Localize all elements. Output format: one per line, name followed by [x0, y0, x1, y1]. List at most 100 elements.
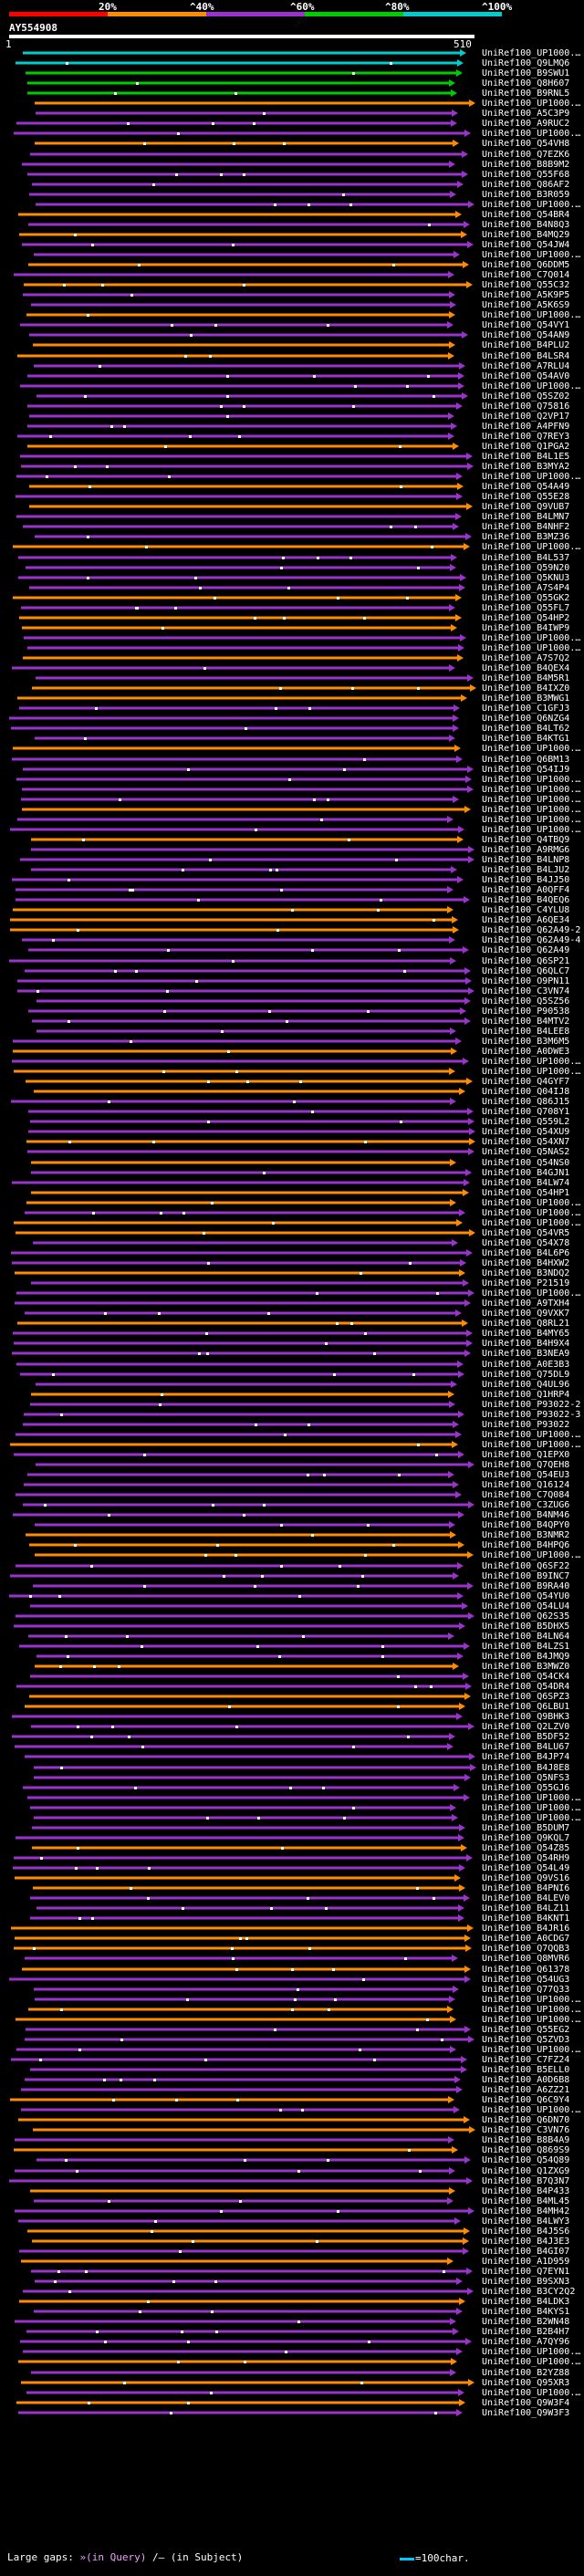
hit-label[interactable]: UniRef100_UP1000... — [482, 643, 584, 653]
hit-label[interactable]: UniRef100_UP1000... — [482, 200, 584, 210]
hit-label[interactable]: UniRef100_UP1000... — [482, 2045, 584, 2055]
hit-label[interactable]: UniRef100_B4N8Q3 — [482, 220, 570, 230]
hit-label[interactable]: UniRef100_Q62A49-4 — [482, 935, 581, 945]
hit-label[interactable]: UniRef100_B4QPY0 — [482, 1520, 570, 1530]
hit-label[interactable]: UniRef100_C7Q014 — [482, 270, 570, 280]
hit-label[interactable]: UniRef100_A7RLU4 — [482, 361, 570, 371]
hit-label[interactable]: UniRef100_B3M6M5 — [482, 1037, 570, 1047]
hit-label[interactable]: UniRef100_Q1PGA2 — [482, 442, 570, 452]
hit-label[interactable]: UniRef100_Q4TBQ9 — [482, 835, 570, 845]
hit-label[interactable]: UniRef100_UP1000... — [482, 1803, 584, 1813]
hit-label[interactable]: UniRef100_Q7QQB3 — [482, 1944, 570, 1954]
hit-label[interactable]: UniRef100_Q86AF2 — [482, 180, 570, 190]
hit-label[interactable]: UniRef100_A7S4P4 — [482, 583, 570, 593]
hit-label[interactable]: UniRef100_Q9W3F3 — [482, 2408, 570, 2418]
hit-label[interactable]: UniRef100_Q6C9Y4 — [482, 2095, 570, 2105]
hit-label[interactable]: UniRef100_UP1000... — [482, 381, 584, 391]
hit-label[interactable]: UniRef100_Q54YU0 — [482, 1591, 570, 1601]
hit-label[interactable]: UniRef100_B4MTV2 — [482, 1017, 570, 1027]
hit-label[interactable]: UniRef100_Q61378 — [482, 1965, 570, 1975]
hit-label[interactable]: UniRef100_UP1000... — [482, 775, 584, 785]
hit-label[interactable]: UniRef100_P93022-3 — [482, 1410, 581, 1420]
hit-label[interactable]: UniRef100_Q9VS16 — [482, 1873, 570, 1883]
hit-label[interactable]: UniRef100_UP1000... — [482, 2388, 584, 2398]
hit-label[interactable]: UniRef100_Q62A49 — [482, 945, 570, 955]
hit-label[interactable]: UniRef100_Q54XN7 — [482, 1137, 570, 1147]
hit-label[interactable]: UniRef100_UP1000... — [482, 310, 584, 320]
hit-label[interactable]: UniRef100_C3VN76 — [482, 2125, 570, 2135]
hit-label[interactable]: UniRef100_Q55F68 — [482, 170, 570, 180]
hit-label[interactable]: UniRef100_B4NHF2 — [482, 522, 570, 532]
hit-label[interactable]: UniRef100_UP1000... — [482, 795, 584, 805]
hit-label[interactable]: UniRef100_B4LWY3 — [482, 2216, 570, 2227]
hit-label[interactable]: UniRef100_Q6BM13 — [482, 755, 570, 765]
hit-label[interactable]: UniRef100_B4JMQ9 — [482, 1652, 570, 1662]
hit-label[interactable]: UniRef100_A9RMG6 — [482, 845, 570, 855]
hit-label[interactable]: UniRef100_UP1000... — [482, 1218, 584, 1228]
hit-label[interactable]: UniRef100_B4LMN7 — [482, 512, 570, 522]
hit-label[interactable]: UniRef100_B4P433 — [482, 2186, 570, 2196]
hit-label[interactable]: UniRef100_B4LU67 — [482, 1742, 570, 1752]
hit-label[interactable]: UniRef100_B4MQ29 — [482, 230, 570, 240]
hit-label[interactable]: UniRef100_B9SXN3 — [482, 2277, 570, 2287]
hit-label[interactable]: UniRef100_UP1000... — [482, 2105, 584, 2115]
hit-label[interactable]: UniRef100_B3MZ36 — [482, 532, 570, 542]
hit-label[interactable]: UniRef100_C3ZUG6 — [482, 1500, 570, 1510]
hit-label[interactable]: UniRef100_A6QE34 — [482, 915, 570, 925]
hit-label[interactable]: UniRef100_A5C3P9 — [482, 109, 570, 119]
hit-label[interactable]: UniRef100_B2WN48 — [482, 2317, 570, 2327]
hit-label[interactable]: UniRef100_B3CY2Q2 — [482, 2287, 576, 2297]
hit-label[interactable]: UniRef100_B7Q3N7 — [482, 2176, 570, 2186]
hit-label[interactable]: UniRef100_B4LDK3 — [482, 2297, 570, 2307]
hit-label[interactable]: UniRef100_UP1000... — [482, 825, 584, 835]
hit-label[interactable]: UniRef100_Q95XR3 — [482, 2378, 570, 2388]
hit-label[interactable]: UniRef100_B4JR16 — [482, 1924, 570, 1934]
hit-label[interactable]: UniRef100_B4H9X4 — [482, 1339, 570, 1349]
hit-label[interactable]: UniRef100_Q6SP21 — [482, 956, 570, 966]
hit-label[interactable]: UniRef100_B4NM46 — [482, 1510, 570, 1520]
hit-label[interactable]: UniRef100_P90538 — [482, 1006, 570, 1017]
hit-label[interactable]: UniRef100_Q9VXK7 — [482, 1309, 570, 1319]
hit-label[interactable]: UniRef100_UP1000... — [482, 1440, 584, 1450]
hit-label[interactable]: UniRef100_Q2VP17 — [482, 412, 570, 422]
hit-label[interactable]: UniRef100_Q9VUB7 — [482, 502, 570, 512]
hit-label[interactable]: UniRef100_A0QFF4 — [482, 885, 570, 895]
hit-label[interactable]: UniRef100_Q54JW4 — [482, 240, 570, 250]
hit-label[interactable]: UniRef100_B4QEX4 — [482, 663, 570, 673]
hit-label[interactable]: UniRef100_A0E3B3 — [482, 1360, 570, 1370]
hit-label[interactable]: UniRef100_Q55E28 — [482, 492, 570, 502]
hit-label[interactable]: UniRef100_UP1000... — [482, 99, 584, 109]
hit-label[interactable]: UniRef100_B4J5S6 — [482, 2227, 570, 2237]
hit-label[interactable]: UniRef100_C7Q084 — [482, 1490, 570, 1500]
hit-label[interactable]: UniRef100_Q8H607 — [482, 78, 570, 89]
hit-label[interactable]: UniRef100_B4HXW2 — [482, 1258, 570, 1268]
hit-label[interactable]: UniRef100_Q559L2 — [482, 1117, 570, 1127]
hit-label[interactable]: UniRef100_Q86J15 — [482, 1097, 570, 1107]
hit-label[interactable]: UniRef100_UP1000... — [482, 129, 584, 139]
hit-label[interactable]: UniRef100_Q9LMQ6 — [482, 58, 570, 68]
hit-label[interactable]: UniRef100_UP1000... — [482, 1198, 584, 1208]
hit-label[interactable]: UniRef100_Q54VR5 — [482, 1228, 570, 1238]
hit-label[interactable]: UniRef100_Q04IJ8 — [482, 1087, 570, 1097]
hit-label[interactable]: UniRef100_B2YZ88 — [482, 2368, 570, 2378]
hit-label[interactable]: UniRef100_UP1000... — [482, 542, 584, 552]
hit-label[interactable]: UniRef100_Q54AV0 — [482, 371, 570, 381]
hit-label[interactable]: UniRef100_B5DF52 — [482, 1732, 570, 1742]
hit-label[interactable]: UniRef100_Q55EG2 — [482, 2025, 570, 2035]
hit-label[interactable]: UniRef100_A4PFN9 — [482, 422, 570, 432]
hit-label[interactable]: UniRef100_Q62A49-2 — [482, 925, 581, 935]
hit-label[interactable]: UniRef100_Q54BR4 — [482, 210, 570, 220]
hit-label[interactable]: UniRef100_UP1000... — [482, 815, 584, 825]
hit-label[interactable]: UniRef100_Q9W3F4 — [482, 2398, 570, 2408]
hit-label[interactable]: UniRef100_Q77Q33 — [482, 1985, 570, 1995]
hit-label[interactable]: UniRef100_B4LZ11 — [482, 1903, 570, 1914]
hit-label[interactable]: UniRef100_Q7EZK6 — [482, 150, 570, 160]
hit-label[interactable]: UniRef100_Q54DR4 — [482, 1682, 570, 1692]
hit-label[interactable]: UniRef100_UP1000... — [482, 1430, 584, 1440]
hit-label[interactable]: UniRef100_B4L537 — [482, 553, 570, 563]
hit-label[interactable]: UniRef100_P93022 — [482, 1420, 570, 1430]
hit-label[interactable]: UniRef100_Q6DN70 — [482, 2115, 570, 2125]
hit-label[interactable]: UniRef100_UP1000... — [482, 2347, 584, 2357]
hit-label[interactable]: UniRef100_Q54HP2 — [482, 613, 570, 623]
hit-label[interactable]: UniRef100_UP1000... — [482, 785, 584, 795]
